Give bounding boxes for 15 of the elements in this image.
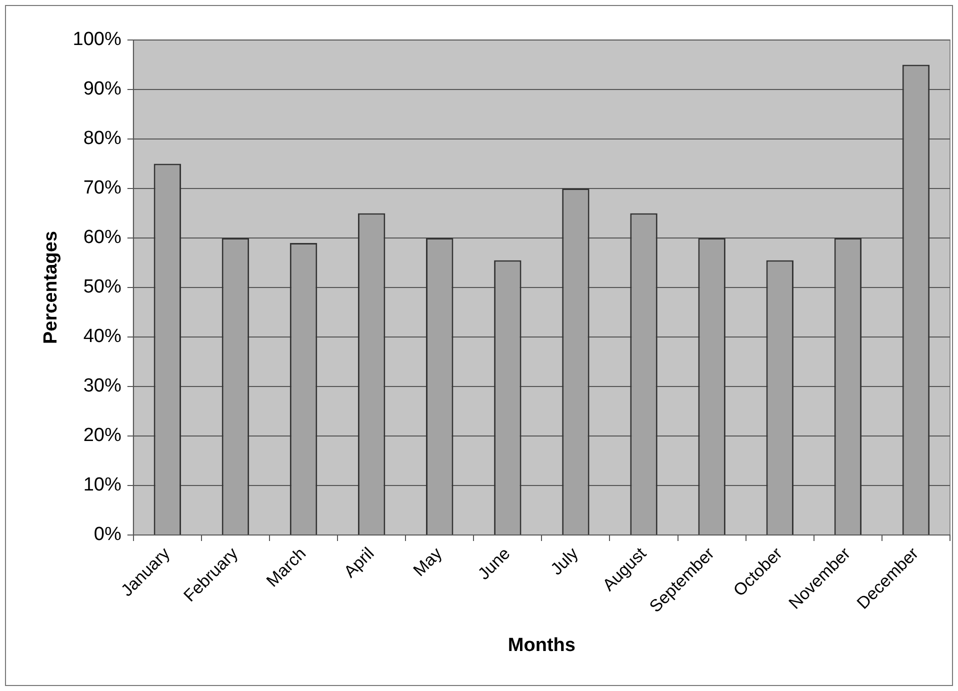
y-tick-label: 70% xyxy=(83,178,122,199)
y-tick-label: 40% xyxy=(83,326,122,348)
x-axis-title: Months xyxy=(508,634,576,656)
y-tick-label: 100% xyxy=(72,29,122,50)
y-tick-label: 80% xyxy=(83,128,122,150)
y-tick-label: 60% xyxy=(83,227,122,248)
x-tick-label: May xyxy=(410,544,446,580)
y-tick-label: 90% xyxy=(83,78,122,100)
y-axis-title: Percentages xyxy=(40,230,62,344)
y-tick-label: 10% xyxy=(83,474,122,496)
x-tick-label: July xyxy=(547,544,582,579)
y-tick-label: 50% xyxy=(83,276,122,298)
y-tick-label: 0% xyxy=(94,524,122,546)
y-tick-label: 20% xyxy=(83,425,122,446)
y-tick-label: 30% xyxy=(83,376,122,397)
